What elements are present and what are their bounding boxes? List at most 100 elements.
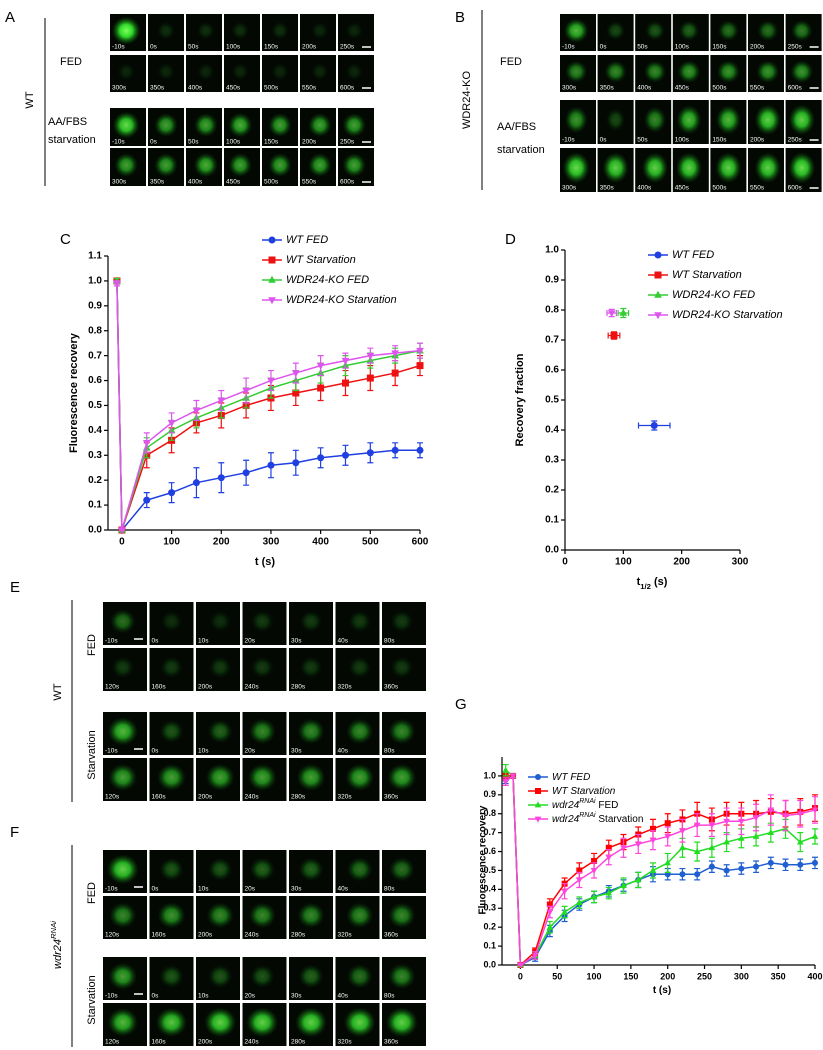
time-label: 0s <box>152 993 160 1000</box>
fluorescence <box>209 610 232 632</box>
x-tick-label: 300 <box>263 537 280 548</box>
image-tile: 100s <box>224 14 260 51</box>
marker <box>291 370 300 378</box>
genotype-label: WT <box>24 91 36 108</box>
time-label: 200s <box>198 794 213 801</box>
marker <box>168 489 176 497</box>
image-tile: 10s <box>196 957 240 1000</box>
fluorescence <box>231 21 250 40</box>
fluorescence <box>247 763 277 791</box>
legend-marker <box>654 290 662 298</box>
fluorescence <box>342 113 367 138</box>
image-tile: 50s <box>186 14 222 51</box>
time-label: 80s <box>384 748 395 755</box>
fluorescence <box>271 21 289 40</box>
marker <box>366 352 375 360</box>
fluorescence <box>756 60 780 84</box>
x-tick-label: 500 <box>362 537 379 548</box>
image-tile: 10s <box>196 602 240 645</box>
time-label: 0s <box>152 886 160 893</box>
time-label: 80s <box>384 886 395 893</box>
fluorescence <box>228 153 253 178</box>
fluorescence <box>348 656 371 679</box>
marker <box>143 496 151 504</box>
fluorescence <box>675 152 703 184</box>
time-label: 280s <box>291 1039 306 1046</box>
marker <box>242 469 250 477</box>
x-tick-label: 300 <box>734 971 749 981</box>
image-tile: -10s <box>103 850 147 893</box>
legend-label-part: WDR24-KO FED <box>672 289 755 301</box>
legend-label-part: WT Starvation <box>552 786 616 797</box>
time-label: 320s <box>338 1039 353 1046</box>
time-label: 40s <box>338 886 349 893</box>
marker <box>753 863 760 870</box>
time-label: 200s <box>198 1039 213 1046</box>
time-label: 10s <box>198 886 209 893</box>
image-tile: 100s <box>224 108 260 146</box>
legend-label-part: WT FED <box>286 234 328 246</box>
time-label: 300s <box>562 85 577 92</box>
y-tick-label: 1.0 <box>88 276 102 287</box>
image-tile: 300s <box>560 148 596 192</box>
marker <box>502 766 509 773</box>
legend-label-part: wdr24 <box>552 800 580 811</box>
time-label: 320s <box>338 794 353 801</box>
legend-label-part: WT Starvation <box>672 269 742 281</box>
time-label: 160s <box>152 932 167 939</box>
time-label: 160s <box>152 1039 167 1046</box>
legend-label: WDR24-KO Starvation <box>286 294 397 306</box>
x-tick-label: 300 <box>732 557 749 568</box>
time-label: 120s <box>105 932 120 939</box>
y-tick-label: 0.1 <box>88 500 102 511</box>
fluorescence <box>112 111 140 139</box>
time-label: 160s <box>152 684 167 691</box>
y-tick-label: 0.9 <box>483 789 496 799</box>
image-tile: 350s <box>597 55 634 92</box>
marker <box>693 847 701 854</box>
panel-label: C <box>60 231 71 248</box>
condition-label: FED <box>60 56 82 68</box>
fluorescence <box>159 857 184 881</box>
image-tile: 300s <box>110 148 146 186</box>
marker <box>391 369 399 377</box>
time-label: 240s <box>245 684 260 691</box>
image-tile: 10s <box>196 712 240 755</box>
image-tile: 200s <box>196 1003 240 1046</box>
image-tile: 500s <box>262 55 298 92</box>
image-tile: 120s <box>103 648 147 691</box>
fluorescence <box>228 112 253 138</box>
time-label: 450s <box>226 85 241 92</box>
fluorescence <box>160 656 183 679</box>
time-label: 80s <box>384 638 395 645</box>
marker <box>811 807 819 814</box>
y-tick-label: 0.7 <box>545 335 559 346</box>
image-tile: 80s <box>382 602 426 645</box>
time-label: 10s <box>198 638 209 645</box>
x-tick-label: 250 <box>697 971 712 981</box>
x-tick-label: 0 <box>518 971 523 981</box>
marker <box>664 859 672 866</box>
y-tick-label: 0.5 <box>88 400 102 411</box>
image-tile: 30s <box>289 712 333 755</box>
marker <box>517 962 524 969</box>
marker <box>782 861 789 868</box>
fluorescence <box>385 1007 418 1038</box>
x-tick-label: 100 <box>587 971 602 981</box>
marker <box>316 362 325 370</box>
image-tile: 350s <box>597 148 634 192</box>
time-label: 360s <box>384 932 399 939</box>
y-tick-label: 0.5 <box>483 865 496 875</box>
image-tile: 0s <box>149 712 194 755</box>
y-tick-label: 0.0 <box>483 959 496 969</box>
image-tile: 80s <box>382 712 426 755</box>
time-label: 550s <box>750 85 765 92</box>
image-tile: 200s <box>196 758 240 801</box>
image-tile: 20s <box>242 602 287 645</box>
marker <box>192 407 201 415</box>
y-tick-label: 1.0 <box>483 770 496 780</box>
time-label: -10s <box>105 638 118 645</box>
image-tile: 250s <box>338 14 374 51</box>
marker <box>797 861 804 868</box>
